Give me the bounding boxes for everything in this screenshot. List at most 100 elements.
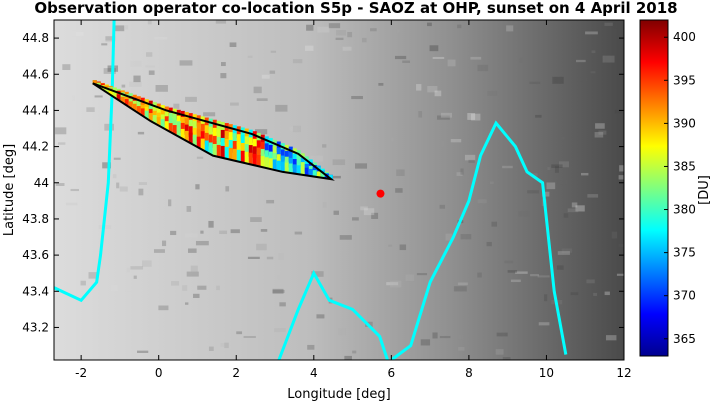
terrain-patch [507, 270, 518, 273]
terrain-patch [193, 293, 200, 298]
terrain-patch [195, 184, 200, 190]
swath-cell [172, 114, 177, 124]
terrain-patch [502, 165, 513, 169]
terrain-patch [351, 95, 363, 100]
terrain-patch [570, 292, 579, 296]
swath-cell [272, 159, 277, 171]
swath-cell [224, 138, 229, 151]
y-tick-label: 43.6 [22, 248, 49, 262]
swath-cell [320, 172, 325, 178]
terrain-patch [130, 266, 144, 270]
terrain-patch [333, 210, 339, 215]
swath-cell [180, 128, 185, 139]
terrain-patch [113, 157, 121, 160]
terrain-patch [614, 109, 624, 114]
terrain-patch [266, 256, 274, 260]
swath-cell [176, 121, 181, 131]
terrain-patch [557, 180, 567, 185]
terrain-patch [250, 217, 262, 222]
terrain-patch [420, 339, 431, 346]
terrain-patch [405, 274, 415, 282]
terrain-patch [110, 284, 118, 291]
terrain-patch [102, 162, 112, 169]
terrain-patch [185, 302, 189, 305]
swath-cell [228, 139, 233, 152]
swath-cell [312, 170, 317, 177]
swath-cell [188, 113, 193, 124]
swath-cell [156, 112, 161, 122]
terrain-patch [171, 281, 180, 286]
terrain-patch [230, 102, 239, 106]
colorbar-gradient [639, 19, 669, 357]
swath-cell [180, 122, 185, 133]
swath-cell [252, 153, 257, 166]
swath-cell [140, 108, 145, 116]
terrain-patch [612, 21, 622, 29]
terrain-patch [453, 286, 467, 292]
terrain-patch [418, 111, 423, 118]
swath-cell [284, 150, 289, 161]
swath-cell [288, 163, 293, 174]
swath-cell [156, 117, 161, 126]
chart-title: Observation operator co-location S5p - S… [34, 0, 677, 17]
terrain-patch [546, 182, 556, 190]
terrain-patch [560, 137, 566, 140]
terrain-patch [489, 181, 494, 184]
terrain-patch [219, 230, 228, 235]
terrain-patch [292, 125, 302, 133]
terrain-patch [266, 199, 275, 204]
terrain-patch [322, 202, 327, 208]
swath-cell [160, 119, 165, 128]
terrain-patch [328, 23, 341, 29]
swath-cell [188, 132, 193, 144]
terrain-patch [278, 253, 284, 260]
station-marker [376, 189, 385, 198]
colorbar: 365 370 375 380 385 390 395 400 [DU] [639, 19, 712, 357]
terrain-patch [200, 230, 204, 234]
x-tick-label: 4 [310, 366, 318, 380]
terrain-patch [65, 202, 78, 206]
terrain-patch [185, 233, 198, 238]
terrain-patch [277, 275, 286, 280]
terrain-patch [618, 175, 624, 180]
swath-cell [232, 125, 237, 138]
terrain-patch [506, 25, 514, 32]
terrain-patch [154, 37, 168, 40]
swath-cell [256, 154, 261, 167]
terrain-patch [542, 191, 550, 197]
terrain-patch [504, 260, 514, 264]
swath-cell [252, 146, 257, 158]
swath-cell [160, 109, 165, 119]
terrain-patch [618, 244, 624, 247]
terrain-patch [256, 243, 267, 251]
terrain-patch [347, 31, 353, 38]
terrain-patch [477, 64, 489, 72]
swath-cell [292, 153, 297, 164]
terrain-patch [527, 190, 540, 194]
coastline [277, 269, 389, 360]
y-tick-label: 43.8 [22, 212, 49, 226]
terrain-patch [390, 137, 395, 142]
terrain-patch [518, 210, 530, 217]
terrain-patch [101, 39, 115, 43]
terrain-patch [220, 343, 225, 347]
swath-cell [240, 143, 245, 155]
swath-cell [244, 136, 249, 149]
swath-cell [192, 127, 197, 139]
swath-cell [296, 155, 301, 165]
terrain-patch [561, 248, 573, 253]
swath-cell [328, 175, 333, 180]
terrain-patch [591, 50, 596, 54]
terrain-patch [580, 172, 589, 176]
terrain-patch [432, 332, 438, 339]
terrain-patch [396, 29, 401, 33]
terrain-patch [360, 206, 368, 211]
terrain-patch [247, 55, 253, 58]
terrain-patch [395, 188, 403, 193]
terrain-patch [554, 166, 559, 173]
swath-cell [228, 132, 233, 144]
terrain-patch [593, 292, 598, 296]
swath-cell [232, 148, 237, 161]
terrain-patch [186, 205, 192, 212]
terrain-patch [491, 221, 498, 227]
